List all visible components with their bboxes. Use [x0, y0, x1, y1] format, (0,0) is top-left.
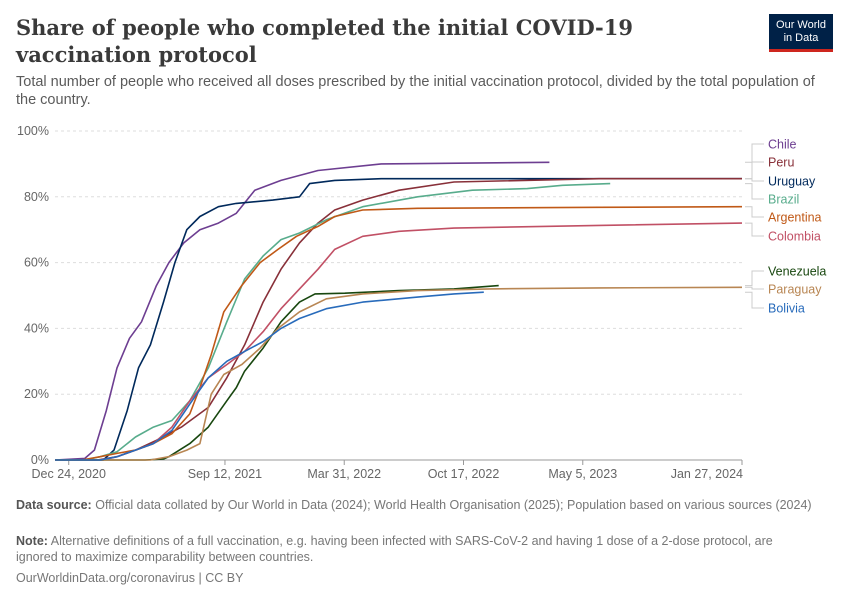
data-source-label: Data source: [16, 498, 92, 512]
legend-connector [745, 286, 764, 290]
x-tick-label: Oct 17, 2022 [428, 467, 500, 481]
legend-connector [745, 183, 764, 200]
credit-link[interactable]: OurWorldinData.org/coronavirus | CC BY [16, 571, 244, 585]
legend-label-chile: Chile [768, 138, 797, 152]
legend-label-uruguay: Uruguay [768, 175, 816, 189]
legend-label-argentina: Argentina [768, 211, 822, 225]
legend-label-venezuela: Venezuela [768, 265, 826, 279]
series-line-brazil [55, 182, 611, 461]
x-tick-label: Dec 24, 2020 [32, 467, 106, 481]
legend-label-colombia: Colombia [768, 230, 821, 244]
chart-subtitle: Total number of people who received all … [16, 74, 815, 108]
series-line-argentina [55, 205, 743, 461]
series-line-chile [54, 161, 550, 461]
y-tick-label: 20% [24, 387, 49, 401]
legend-label-bolivia: Bolivia [768, 302, 805, 316]
chart-title: Share of people who completed the initia… [16, 15, 633, 67]
data-source-text: Official data collated by Our World in D… [95, 498, 812, 512]
note: Note: Alternative definitions of a full … [16, 533, 816, 565]
owid-logo[interactable]: Our World in Data [769, 14, 833, 52]
logo-line-1: Our World [776, 19, 826, 31]
series-line-venezuela [55, 284, 499, 461]
series-line-uruguay [55, 177, 742, 461]
legend-connector [745, 291, 764, 309]
series-line-colombia [55, 222, 743, 461]
y-tick-label: 80% [24, 190, 49, 204]
data-source: Data source: Official data collated by O… [16, 497, 816, 513]
legend-connector [745, 270, 764, 287]
legend-connector [745, 161, 764, 180]
legend-connector [745, 206, 764, 218]
y-tick-label: 100% [17, 124, 49, 138]
note-text: Alternative definitions of a full vaccin… [16, 534, 773, 564]
x-tick-label: Mar 31, 2022 [307, 467, 381, 481]
series-line-bolivia [55, 291, 484, 461]
logo-line-2: in Data [783, 32, 819, 44]
legend-connector [745, 222, 764, 237]
y-tick-label: 0% [31, 453, 49, 467]
legend-connector [745, 143, 764, 163]
legend-label-brazil: Brazil [768, 193, 799, 207]
line-chart: 0% 20% 40% 60% 80% 100% Dec 24, 2020 Sep 12, 20… [17, 124, 826, 481]
x-tick-label: Sep 12, 2021 [188, 467, 262, 481]
series-line-paraguay [55, 286, 743, 461]
x-tick-label: Jan 27, 2024 [671, 467, 743, 481]
legend-label-paraguay: Paraguay [768, 283, 822, 297]
logo-accent-bar [769, 49, 833, 52]
note-label: Note: [16, 534, 48, 548]
x-tick-label: May 5, 2023 [548, 467, 617, 481]
legend-label-peru: Peru [768, 156, 794, 170]
y-tick-label: 60% [24, 256, 49, 270]
y-tick-label: 40% [24, 321, 49, 335]
